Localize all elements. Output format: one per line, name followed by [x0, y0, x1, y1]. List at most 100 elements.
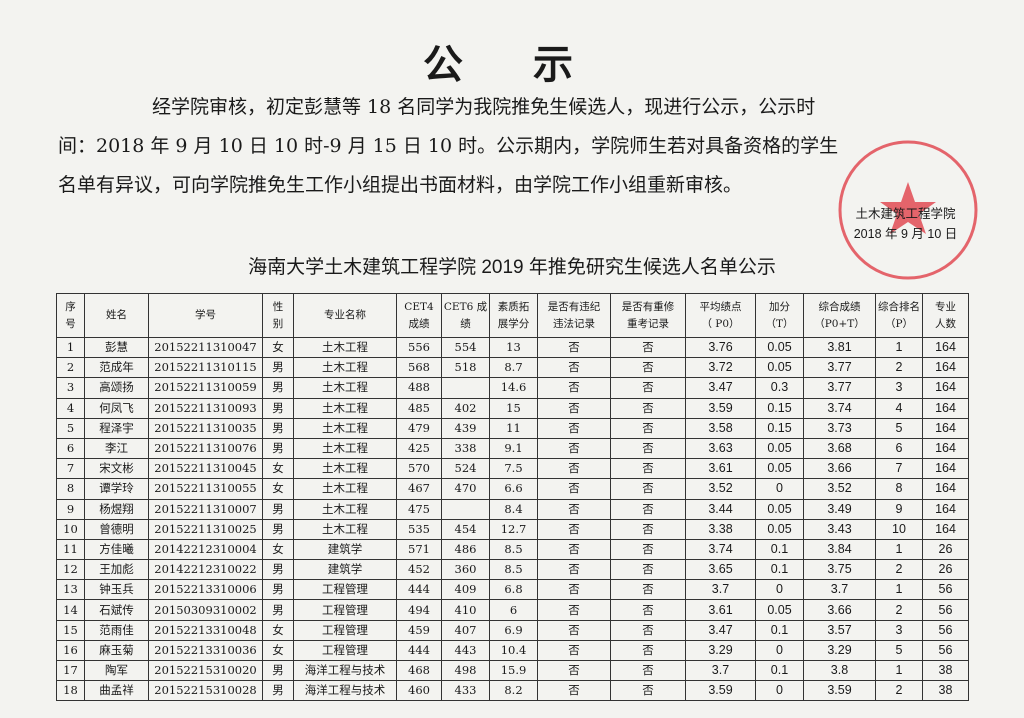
header-cell: 专业 人数: [922, 293, 969, 338]
table-cell: 494: [396, 599, 442, 621]
table-cell: 56: [922, 579, 969, 601]
table-cell: 男: [262, 498, 294, 520]
table-cell: 3.44: [685, 498, 756, 520]
table-cell: 土木工程: [293, 336, 397, 359]
table-cell: 否: [610, 559, 686, 581]
table-cell: 20142212310004: [148, 538, 263, 561]
table-cell: 男: [262, 680, 294, 702]
table-row: 18 曲孟祥 20152215310028 男海洋工程与技术 460 433 8.2 否否 3.…: [56, 680, 969, 702]
table-cell: 3: [875, 377, 923, 399]
header-cell: 姓名: [84, 293, 149, 338]
table-cell: 3.59: [803, 680, 876, 702]
table-cell: 钟玉兵: [84, 579, 149, 601]
table-row: 14 石斌传 20150309310002 男工程管理 494 410 6 否否 3.61 0.0…: [56, 599, 969, 621]
table-row: 11 方佳曦 20142212310004 女建筑学 571 486 8.5 否否 3.74 0.…: [56, 538, 969, 561]
table-cell: 0.15: [755, 417, 804, 439]
table-cell: 164: [922, 458, 969, 480]
table-cell: 6: [875, 437, 923, 460]
table-cell: 高颂扬: [84, 377, 149, 399]
table-cell: 7: [875, 458, 923, 480]
table-cell: 1: [875, 336, 923, 359]
table-cell: 164: [922, 397, 969, 419]
table-row: 9 杨煜翔 20152211310007 男土木工程 475 8.4 否否 3.44 0.05 3…: [56, 498, 969, 520]
table-cell: 20152211310059: [148, 377, 263, 399]
table-cell: 否: [537, 559, 611, 581]
table-cell: 518: [441, 357, 490, 379]
table-cell: 范成年: [84, 357, 149, 379]
table-cell: 3.68: [803, 437, 876, 460]
table-cell: 460: [396, 680, 442, 702]
header-text: 人数: [935, 317, 956, 330]
table-row: 1 彭慧 20152211310047 女土木工程 556 554 13 否否 3.76 0.05…: [56, 336, 969, 359]
table-row: 16 麻玉菊 20152213310036 女工程管理 444 443 10.4 否否 3.29…: [56, 639, 969, 662]
table-cell: 20152211310045: [148, 458, 263, 480]
table-row: 12 王加彪 20142212310022 男建筑学 452 360 8.5 否否 3.65 0.…: [56, 559, 969, 581]
table-cell: 麻玉菊: [84, 639, 149, 662]
table-row: 2 范成年 20152211310115 男土木工程 568 518 8.7 否否 3.72 0.…: [56, 357, 969, 379]
table-cell: 0: [755, 478, 804, 500]
table-cell: 2: [875, 357, 923, 379]
table-cell: 479: [396, 417, 442, 439]
table-cell: 否: [537, 397, 611, 419]
header-cell: 是否有违纪 违法记录: [537, 293, 611, 338]
table-cell: 土木工程: [293, 437, 397, 460]
notice: 经学院审核，初定彭慧等 18 名同学为我院推免生候选人，现进行公示，公示时 间：2…: [58, 88, 958, 205]
table-cell: 否: [537, 478, 611, 500]
table-cell: 否: [610, 518, 686, 540]
table-cell: 3.7: [803, 579, 876, 601]
table-cell: 3.65: [685, 559, 756, 581]
table-cell: 彭慧: [84, 336, 149, 359]
table-cell: 554: [441, 336, 490, 359]
table-cell: 否: [610, 639, 686, 662]
table-cell: 否: [610, 417, 686, 439]
table-cell: 女: [262, 336, 294, 359]
table-cell: 20152211310093: [148, 397, 263, 419]
table-cell: 3.74: [803, 397, 876, 419]
header-text: 加分: [769, 300, 790, 313]
table-cell: 556: [396, 336, 442, 359]
table-cell: 8: [875, 478, 923, 500]
table-cell: 0.05: [755, 599, 804, 621]
table-cell: 38: [922, 659, 969, 682]
table-cell: 164: [922, 357, 969, 379]
table-cell: 164: [922, 498, 969, 520]
table-cell: 8: [56, 478, 85, 500]
table-cell: 20152211310025: [148, 518, 263, 540]
table-cell: 土木工程: [293, 377, 397, 399]
table-cell: 土木工程: [293, 417, 397, 439]
table-cell: 谭学玲: [84, 478, 149, 500]
table-cell: 方佳曦: [84, 538, 149, 561]
table-cell: 402: [441, 397, 490, 419]
table-cell: 3.52: [803, 478, 876, 500]
notice-line: 间：2018 年 9 月 10 日 10 时-9 月 15 日 10 时。公示期…: [58, 135, 839, 157]
table-cell: 范雨佳: [84, 619, 149, 641]
table-cell: 409: [441, 579, 490, 601]
header-text: 重考记录: [627, 317, 669, 330]
table-cell: 3.52: [685, 478, 756, 500]
table-cell: 56: [922, 599, 969, 621]
header-text: 展学分: [497, 317, 530, 330]
table-cell: 否: [610, 599, 686, 621]
table-cell: 3.76: [685, 336, 756, 359]
table-cell: 3.47: [685, 619, 756, 641]
table-cell: 男: [262, 437, 294, 460]
table-cell: 56: [922, 619, 969, 641]
table-cell: 8.5: [489, 538, 538, 561]
table-cell: 13: [56, 579, 85, 601]
table-cell: 12: [56, 559, 85, 581]
header-text: 专业名称: [324, 309, 366, 321]
table-cell: 女: [262, 478, 294, 500]
table-row: 15 范雨佳 20152213310048 女工程管理 459 407 6.9 否否 3.47 0…: [56, 619, 969, 641]
table-cell: 10: [56, 518, 85, 540]
header-row: 序号姓名 学号性别专业名称 CET4 成绩 CET6 成绩素质拓 展学分 是否有违纪 违法记录…: [56, 293, 969, 338]
table-cell: 土木工程: [293, 458, 397, 480]
table-cell: 0: [755, 579, 804, 601]
table-cell: 否: [537, 579, 611, 601]
table-cell: 164: [922, 518, 969, 540]
header-text: 是否有重修: [621, 300, 675, 313]
table-cell: 3.61: [685, 599, 756, 621]
table-row: 13 钟玉兵 20152213310006 男工程管理 444 409 6.8 否否 3.7 0 3…: [56, 579, 969, 601]
header-text: 素质拓: [497, 300, 530, 313]
table-cell: 6: [489, 599, 538, 621]
stamp: [838, 140, 978, 280]
